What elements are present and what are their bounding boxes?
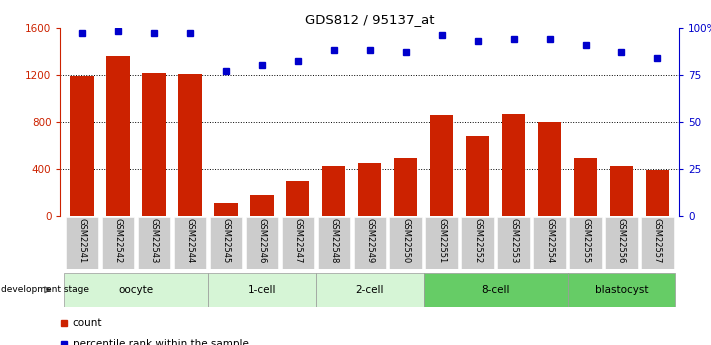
Text: blastocyst: blastocyst: [594, 285, 648, 295]
Text: GSM22541: GSM22541: [77, 218, 87, 264]
FancyBboxPatch shape: [567, 273, 675, 307]
FancyBboxPatch shape: [282, 217, 314, 269]
FancyBboxPatch shape: [533, 217, 566, 269]
Title: GDS812 / 95137_at: GDS812 / 95137_at: [305, 13, 434, 27]
Text: GSM22551: GSM22551: [437, 218, 446, 264]
FancyBboxPatch shape: [570, 217, 602, 269]
Bar: [178, 74, 202, 216]
FancyBboxPatch shape: [641, 217, 673, 269]
Text: GSM22554: GSM22554: [545, 218, 554, 264]
FancyBboxPatch shape: [318, 217, 350, 269]
Bar: [430, 115, 454, 216]
Bar: [70, 76, 94, 216]
FancyBboxPatch shape: [316, 273, 424, 307]
FancyBboxPatch shape: [208, 273, 316, 307]
FancyBboxPatch shape: [498, 217, 530, 269]
Text: count: count: [73, 318, 102, 328]
Text: GSM22555: GSM22555: [581, 218, 590, 264]
Text: GSM22549: GSM22549: [365, 218, 374, 264]
FancyBboxPatch shape: [424, 273, 567, 307]
FancyBboxPatch shape: [605, 217, 638, 269]
Bar: [574, 158, 597, 216]
Bar: [394, 158, 417, 216]
Bar: [106, 56, 129, 216]
Bar: [250, 195, 274, 216]
Text: GSM22542: GSM22542: [114, 218, 122, 264]
FancyBboxPatch shape: [173, 217, 206, 269]
Text: GSM22556: GSM22556: [617, 218, 626, 264]
Text: GSM22544: GSM22544: [186, 218, 194, 264]
Text: GSM22550: GSM22550: [401, 218, 410, 264]
Text: GSM22553: GSM22553: [509, 218, 518, 264]
FancyBboxPatch shape: [390, 217, 422, 269]
FancyBboxPatch shape: [64, 273, 208, 307]
Bar: [646, 170, 669, 216]
FancyBboxPatch shape: [245, 217, 278, 269]
FancyBboxPatch shape: [138, 217, 170, 269]
Bar: [538, 121, 561, 216]
Text: development stage: development stage: [1, 285, 89, 294]
Bar: [286, 181, 309, 216]
FancyBboxPatch shape: [66, 217, 98, 269]
Text: GSM22543: GSM22543: [149, 218, 159, 264]
Text: GSM22546: GSM22546: [257, 218, 267, 264]
Bar: [322, 166, 346, 216]
Text: GSM22548: GSM22548: [329, 218, 338, 264]
Text: 1-cell: 1-cell: [247, 285, 276, 295]
Bar: [358, 163, 381, 216]
Text: GSM22545: GSM22545: [221, 218, 230, 264]
FancyBboxPatch shape: [461, 217, 494, 269]
FancyBboxPatch shape: [210, 217, 242, 269]
Text: oocyte: oocyte: [119, 285, 154, 295]
FancyBboxPatch shape: [102, 217, 134, 269]
FancyBboxPatch shape: [425, 217, 458, 269]
Bar: [142, 73, 166, 216]
Text: 2-cell: 2-cell: [356, 285, 384, 295]
Text: GSM22547: GSM22547: [294, 218, 302, 264]
Bar: [502, 114, 525, 216]
Text: GSM22552: GSM22552: [473, 218, 482, 264]
Bar: [610, 166, 634, 216]
Bar: [214, 203, 237, 216]
Bar: [466, 136, 489, 216]
Text: 8-cell: 8-cell: [481, 285, 510, 295]
Text: GSM22557: GSM22557: [653, 218, 662, 264]
FancyBboxPatch shape: [353, 217, 386, 269]
Text: percentile rank within the sample: percentile rank within the sample: [73, 339, 249, 345]
